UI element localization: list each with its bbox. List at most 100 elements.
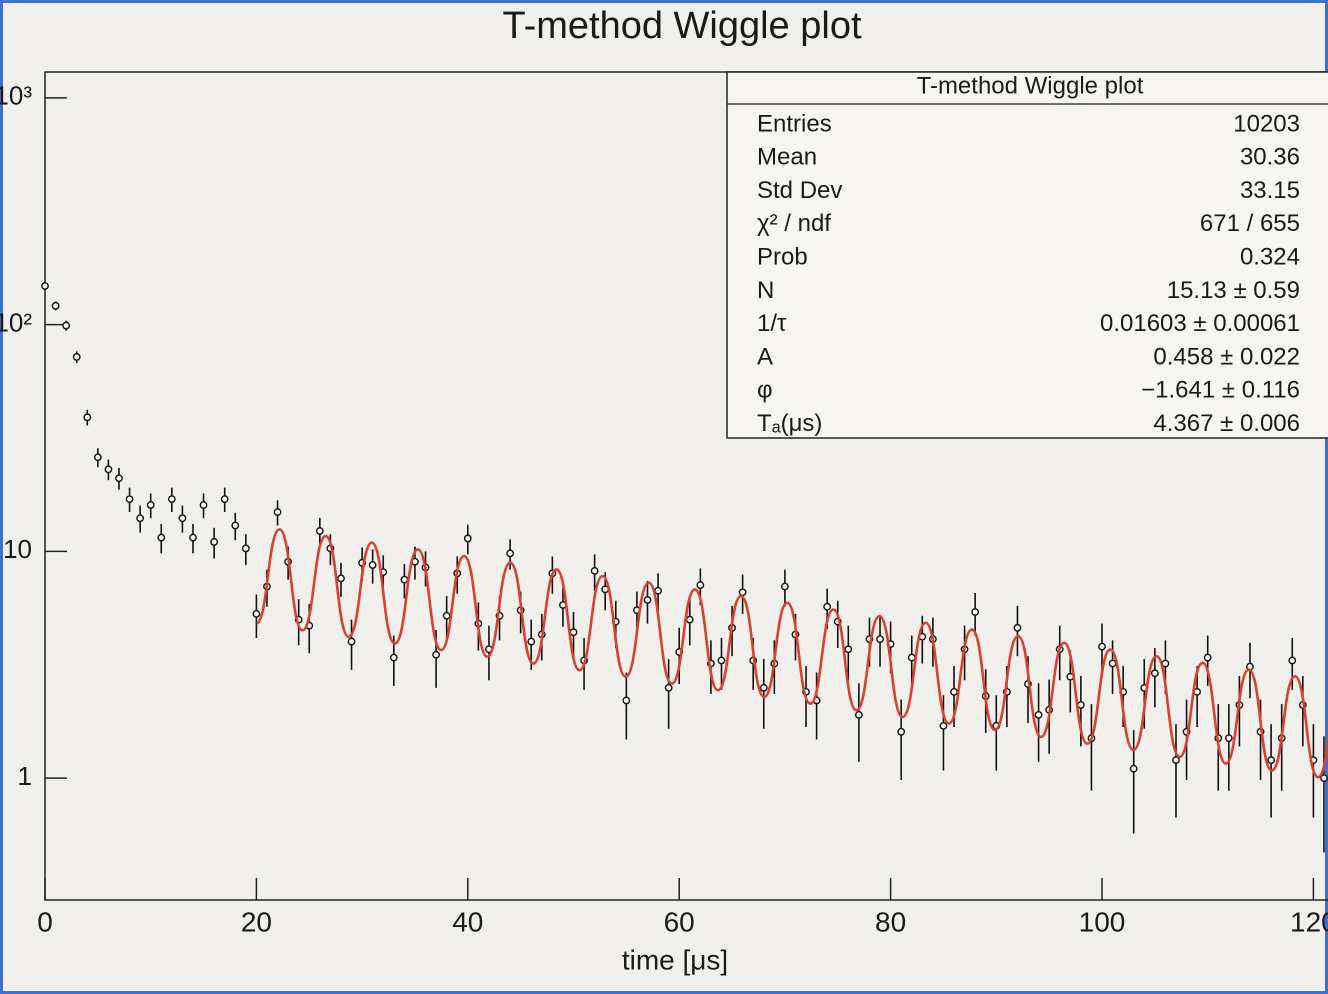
data-point [211,539,217,545]
stats-value: −1.641 ± 0.116 [1141,377,1300,404]
x-tick-label: 20 [241,906,272,937]
data-point [665,685,671,691]
stats-label: Mean [757,144,817,171]
stats-value: 0.324 [1240,244,1300,271]
data-point [1321,775,1327,781]
data-point [1099,643,1105,649]
data-point [317,528,323,534]
y-tick-label: 10³ [0,81,32,111]
data-point [697,582,703,588]
data-point [644,597,650,603]
data-point [190,534,196,540]
data-point [116,475,122,481]
stats-title: T-method Wiggle plot [917,72,1144,99]
stats-label: A [757,343,773,370]
x-tick-label: 60 [664,906,695,937]
stats-label: Entries [757,110,832,137]
data-point [1109,660,1115,666]
data-point [856,712,862,718]
data-point [348,638,354,644]
data-point [718,657,724,663]
stats-label: N [757,277,774,304]
data-point [169,496,175,502]
data-point [1289,657,1295,663]
data-point [126,496,132,502]
stats-value: 10203 [1233,110,1300,137]
stats-label: 1/τ [757,310,787,337]
data-point [243,545,249,551]
stats-box: T-method Wiggle plot Entries 10203 Mean 30.… [727,72,1328,438]
data-point [232,522,238,528]
data-point [369,562,375,568]
data-point [105,466,111,472]
data-point [148,502,154,508]
x-tick-label: 80 [875,906,906,937]
stats-value: 0.01603 ± 0.00061 [1100,310,1300,337]
data-point [877,636,883,642]
data-point [95,454,101,460]
data-point [1035,712,1041,718]
stats-label: Prob [757,244,808,271]
data-point [74,354,80,360]
data-point [739,589,745,595]
x-axis-label: time [μs] [622,944,728,975]
data-point [42,283,48,289]
x-tick-label: 120 [1290,906,1328,937]
data-point [465,535,471,541]
data-point [909,654,915,660]
data-point [687,616,693,622]
data-point [940,723,946,729]
stats-value: 33.15 [1240,177,1300,204]
data-point [782,583,788,589]
data-point [1268,757,1274,763]
data-point [591,568,597,574]
data-point [1205,654,1211,660]
stats-label: χ² / ndf [757,210,831,237]
x-tick-label: 100 [1079,906,1126,937]
data-point [391,654,397,660]
x-tick-label: 0 [37,906,53,937]
stats-label: φ [757,377,773,404]
data-point [1226,735,1232,741]
data-point [52,303,58,309]
data-point [761,685,767,691]
data-point [401,576,407,582]
data-point [623,697,629,703]
y-tick-label: 1 [18,761,32,791]
data-point [158,534,164,540]
stats-value: 0.458 ± 0.022 [1153,343,1300,370]
stats-value: 4.367 ± 0.006 [1153,410,1300,437]
data-point [1014,625,1020,631]
data-point [338,575,344,581]
data-point [898,729,904,735]
chart: T-method Wiggle plot time [μs] 10³10²101… [0,0,1328,994]
stats-value: 30.36 [1240,144,1300,171]
stats-value: 15.13 ± 0.59 [1167,277,1300,304]
data-point [570,629,576,635]
data-point [845,646,851,652]
data-point [84,414,90,420]
data-point [507,550,513,556]
x-tick-label: 40 [452,906,483,937]
data-point [1152,670,1158,676]
data-point [528,638,534,644]
stats-label: Std Dev [757,177,842,204]
data-point [137,515,143,521]
data-point [1173,757,1179,763]
data-point [951,689,957,695]
data-point [433,652,439,658]
data-point [63,322,69,328]
data-point [824,603,830,609]
data-point [221,496,227,502]
data-point [443,613,449,619]
stats-label: Tₐ(μs) [757,410,822,437]
stats-value: 671 / 655 [1200,210,1300,237]
data-point [200,502,206,508]
data-point [253,611,259,617]
y-tick-label: 10 [3,534,32,564]
data-point [179,515,185,521]
data-point [274,509,280,515]
y-tick-label: 10² [0,307,32,337]
data-point [1131,766,1137,772]
chart-title: T-method Wiggle plot [502,5,861,47]
